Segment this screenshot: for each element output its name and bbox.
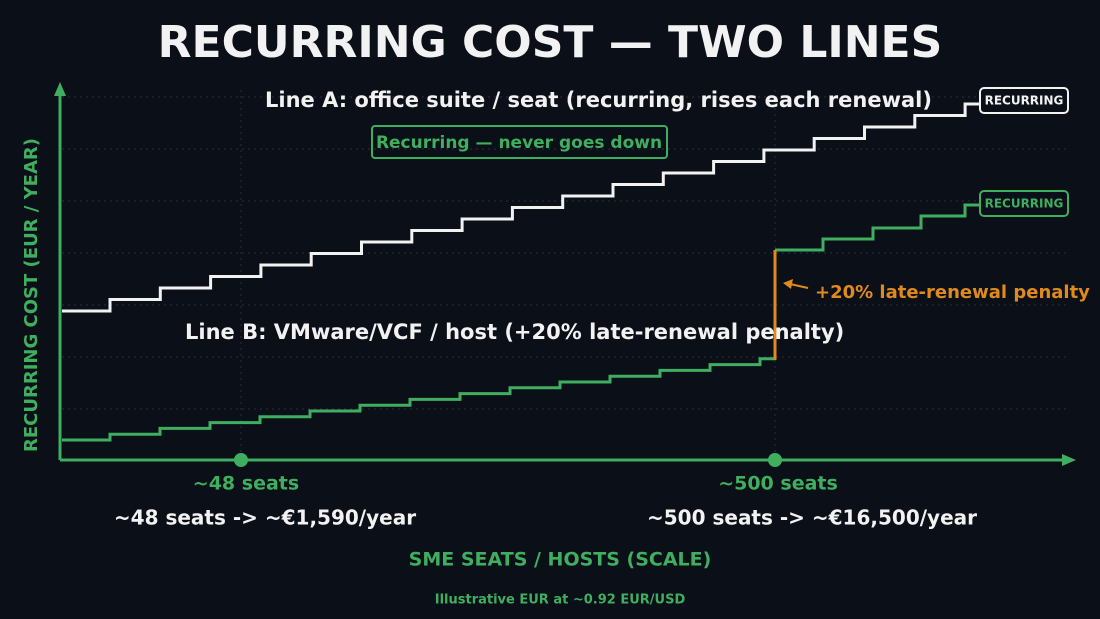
marker-detail: ~48 seats -> ~€1,590/year xyxy=(114,506,416,530)
note-box xyxy=(371,125,668,159)
arrow-head xyxy=(783,279,793,289)
line-b-label: Line B: VMware/VCF / host (+20% late-ren… xyxy=(185,320,844,344)
x-axis-title: SME SEATS / HOSTS (SCALE) xyxy=(409,549,712,571)
arrow xyxy=(789,283,809,289)
marker-label: ~500 seats xyxy=(718,473,838,495)
marker-label: ~48 seats xyxy=(193,473,299,495)
line-a xyxy=(62,102,980,313)
marker-detail: ~500 seats -> ~€16,500/year xyxy=(647,506,977,530)
penalty-label: +20% late-renewal penalty xyxy=(815,282,1090,303)
note: Recurring — never goes down xyxy=(376,133,662,153)
y-axis-arrow xyxy=(54,82,66,96)
y-axis-title: RECURRING COST (EUR / YEAR) xyxy=(21,138,42,452)
grid xyxy=(62,90,1070,460)
line-b xyxy=(62,357,775,442)
marker-dot xyxy=(234,453,248,467)
title: RECURRING COST — TWO LINES xyxy=(158,17,943,68)
x-axis-arrow xyxy=(1062,454,1076,466)
tag-box xyxy=(979,190,1069,217)
line-b xyxy=(775,203,980,252)
tag-box xyxy=(979,87,1069,114)
tag: RECURRING xyxy=(985,94,1064,108)
marker-dot xyxy=(768,453,782,467)
tag: RECURRING xyxy=(985,197,1064,211)
footnote: Illustrative EUR at ~0.92 EUR/USD xyxy=(435,593,686,608)
line-a-label: Line A: office suite / seat (recurring, … xyxy=(265,88,932,112)
